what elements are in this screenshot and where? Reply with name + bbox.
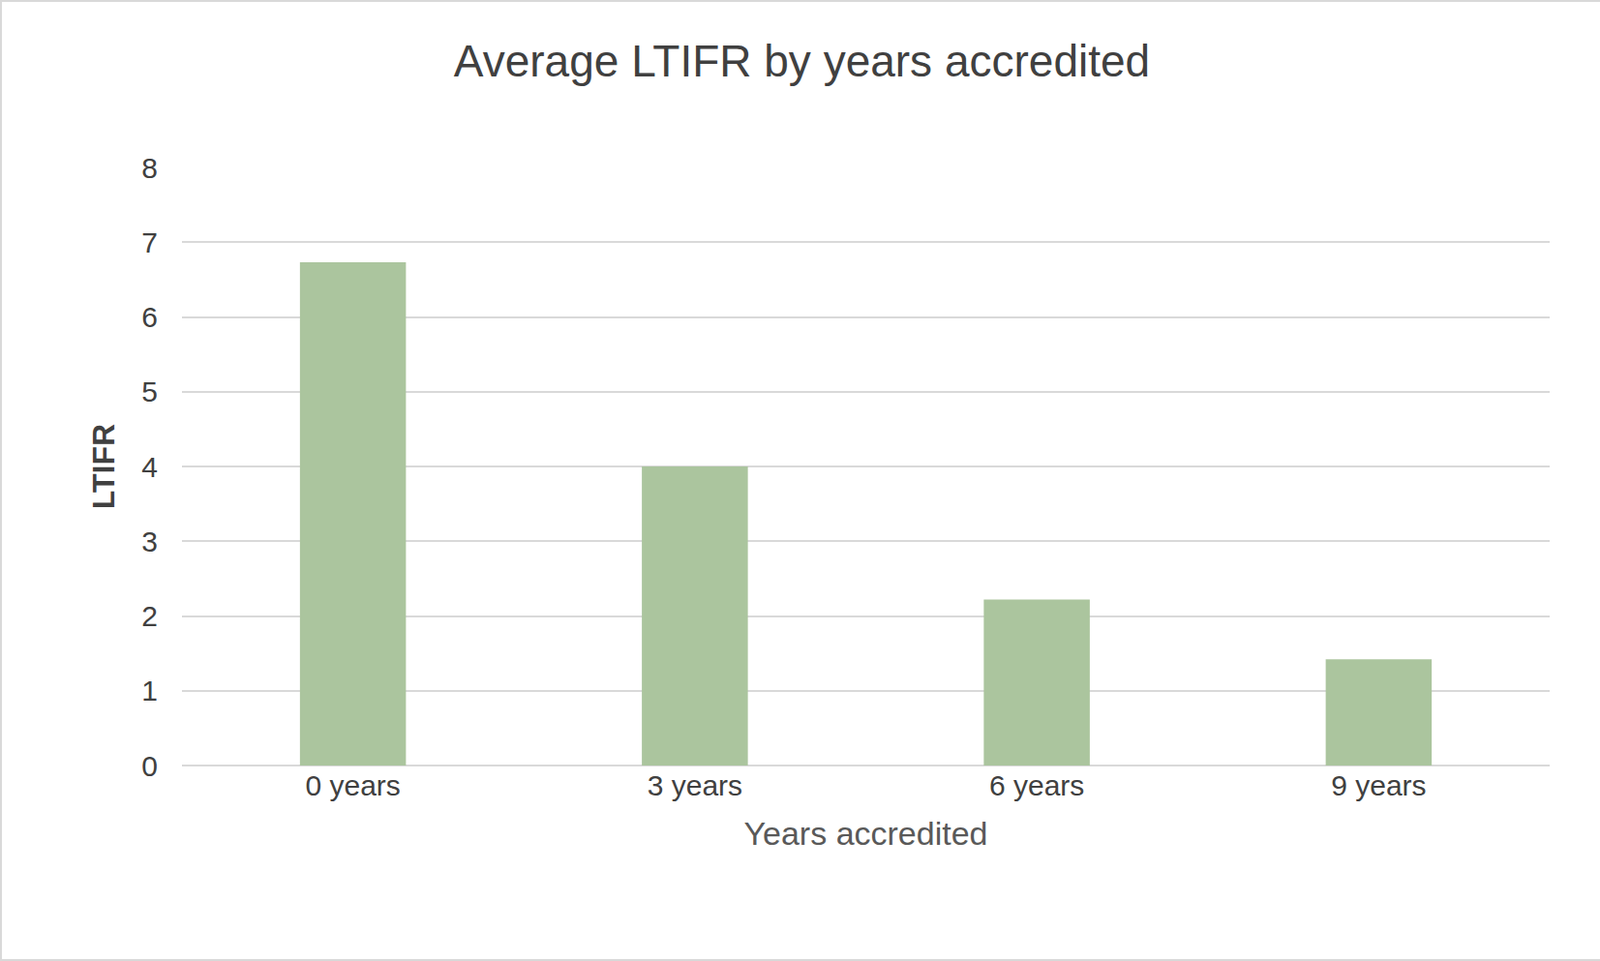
svg-text:Years accredited: Years accredited	[743, 815, 988, 852]
svg-text:7: 7	[141, 226, 158, 259]
svg-text:3 years: 3 years	[647, 769, 743, 802]
svg-text:6: 6	[141, 301, 158, 333]
svg-text:LTIFR: LTIFR	[86, 423, 121, 510]
svg-text:3: 3	[141, 525, 158, 558]
svg-text:5: 5	[141, 375, 158, 408]
svg-text:9 years: 9 years	[1330, 769, 1426, 802]
svg-text:2: 2	[141, 600, 158, 633]
svg-text:Average LTIFR by years accredi: Average LTIFR by years accredited	[453, 35, 1150, 87]
svg-text:0: 0	[141, 750, 158, 783]
svg-text:6 years: 6 years	[989, 769, 1085, 802]
svg-text:8: 8	[141, 151, 158, 184]
svg-text:1: 1	[141, 674, 158, 707]
svg-text:4: 4	[141, 451, 158, 484]
svg-text:0 years: 0 years	[304, 769, 400, 802]
